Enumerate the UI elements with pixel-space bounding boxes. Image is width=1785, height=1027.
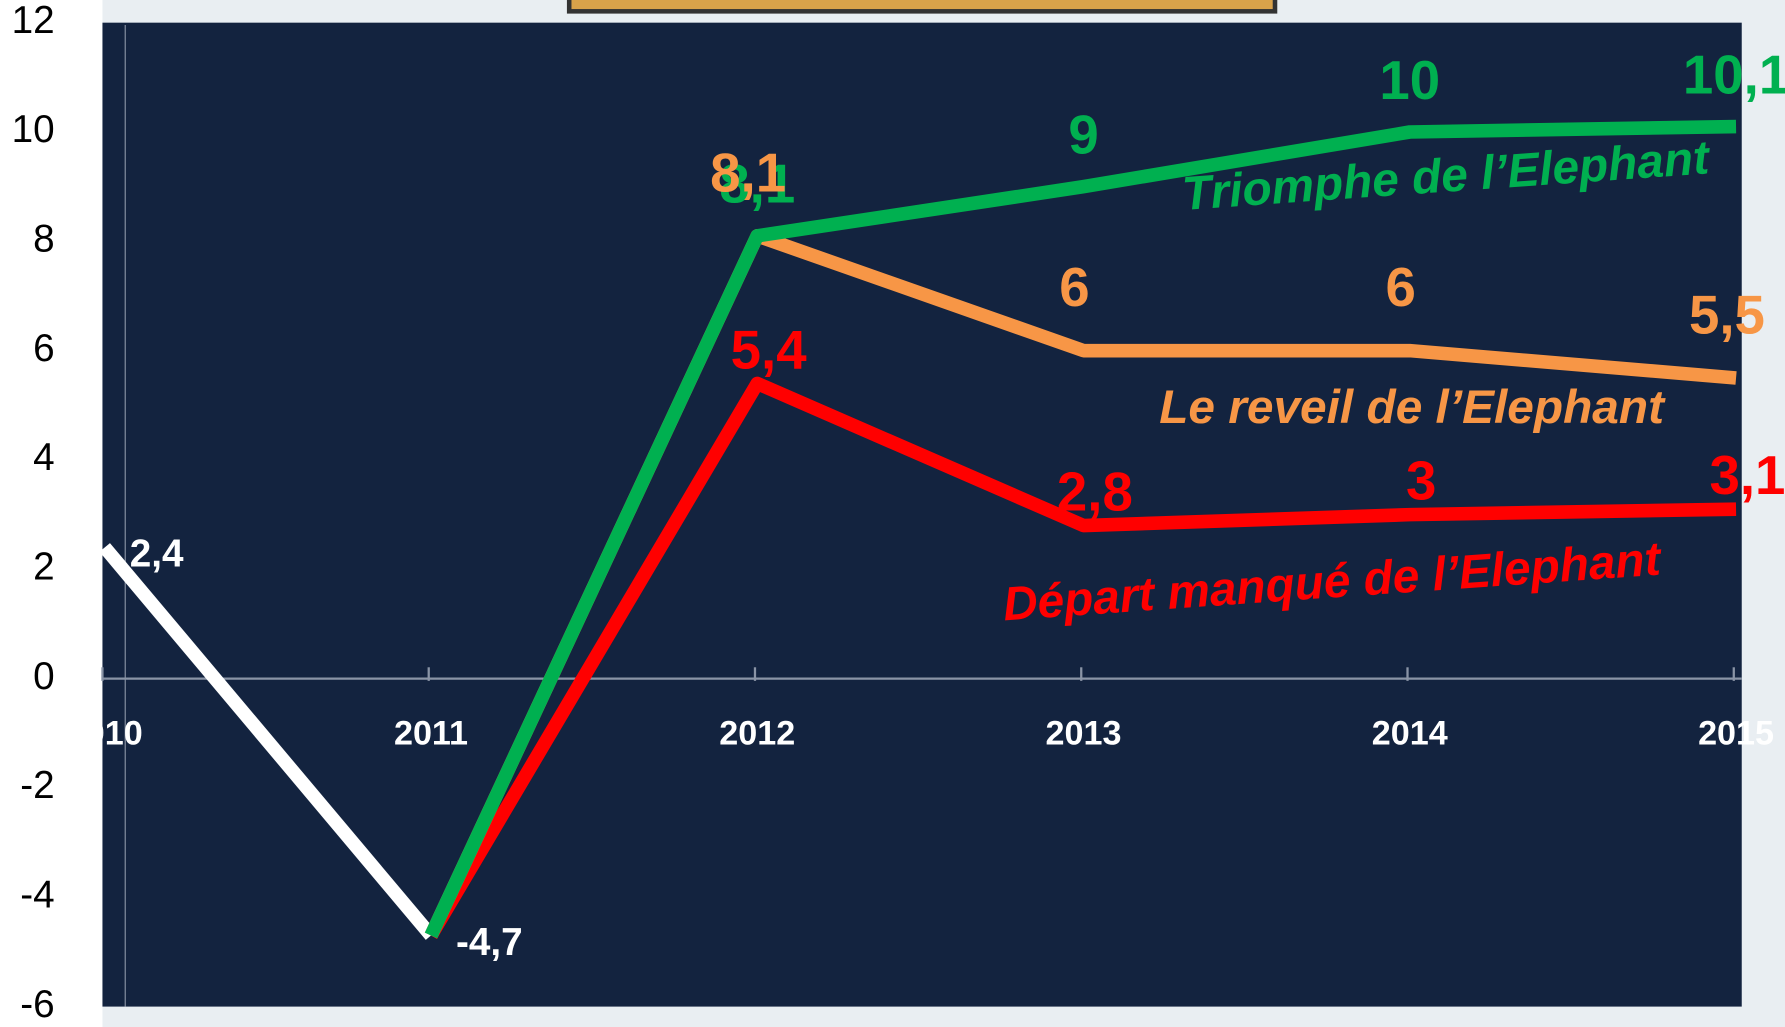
- y-tick-label: 8: [33, 218, 55, 261]
- x-tick-label: 2013: [1046, 714, 1122, 752]
- y-tick-label: 2: [33, 546, 55, 589]
- title-box: [569, 0, 1275, 11]
- y-tick-label: -4: [20, 874, 54, 917]
- x-tick-label: 2014: [1372, 714, 1448, 752]
- data-label: 10: [1379, 50, 1440, 111]
- x-tick-label: 2011: [394, 714, 468, 752]
- y-tick-label: 6: [33, 327, 55, 370]
- y-tick-label: 4: [33, 436, 55, 479]
- data-label: 6: [1059, 257, 1089, 318]
- chart: -6-4-20246810122010201120122013201420158…: [0, 0, 1785, 1027]
- data-label: -4,7: [456, 921, 523, 964]
- data-label: 3: [1406, 451, 1436, 512]
- y-tick-label: -2: [20, 764, 54, 807]
- data-label: 10,1: [1683, 44, 1785, 105]
- series-label: Le reveil de l’Elephant: [1159, 381, 1666, 434]
- y-tick-label: 0: [33, 655, 55, 698]
- page: -6-4-20246810122010201120122013201420158…: [0, 0, 1785, 1027]
- data-label: 9: [1068, 105, 1098, 166]
- data-label: 5,5: [1689, 285, 1765, 346]
- data-label: 2,8: [1057, 462, 1133, 523]
- data-label: 2,4: [130, 533, 184, 576]
- y-tick-label: 10: [12, 108, 55, 151]
- x-tick-label: 2015: [1698, 714, 1774, 752]
- data-label: 6: [1385, 257, 1415, 318]
- data-label: 8,1: [710, 142, 786, 203]
- y-tick-label: 12: [12, 0, 55, 42]
- data-label: 3,1: [1709, 445, 1785, 506]
- x-tick-label: 2012: [719, 714, 795, 752]
- data-label: 5,4: [731, 319, 808, 380]
- y-tick-label: -6: [20, 983, 54, 1026]
